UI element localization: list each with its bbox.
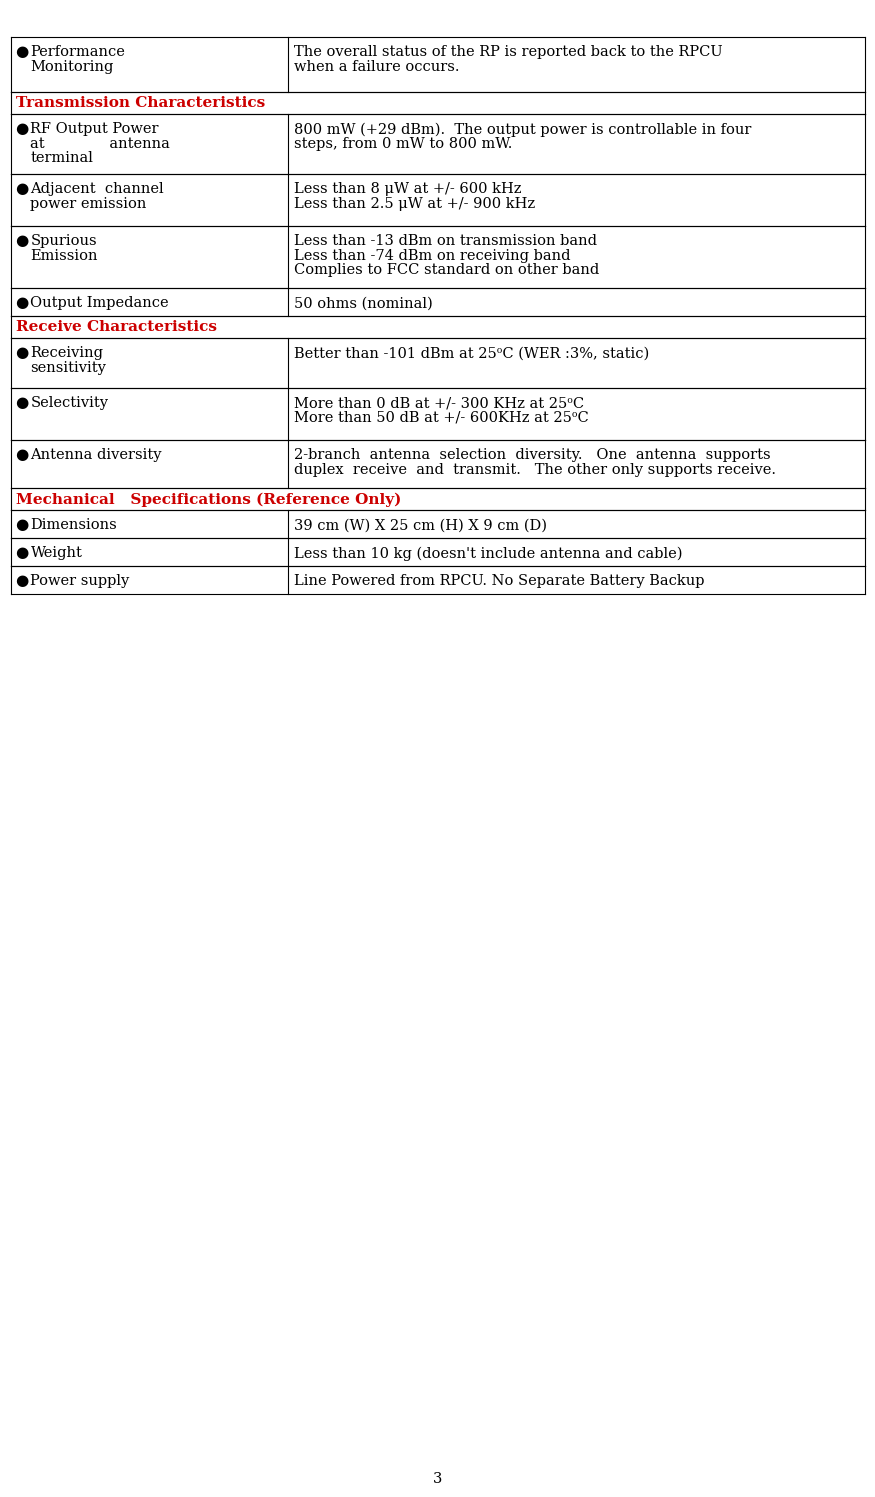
Text: 3: 3 [433,1472,442,1487]
Text: More than 50 dB at +/- 600KHz at 25ᵒC: More than 50 dB at +/- 600KHz at 25ᵒC [294,410,589,425]
Text: ●: ● [16,235,29,249]
Text: The overall status of the RP is reported back to the RPCU: The overall status of the RP is reported… [294,45,723,60]
Text: Transmission Characteristics: Transmission Characteristics [16,96,265,111]
Text: when a failure occurs.: when a failure occurs. [294,60,459,73]
Text: Output Impedance: Output Impedance [31,296,169,310]
Text: ●: ● [16,397,29,410]
Text: Emission: Emission [31,249,98,263]
Text: Less than 8 μW at +/- 600 kHz: Less than 8 μW at +/- 600 kHz [294,183,522,196]
Text: More than 0 dB at +/- 300 KHz at 25ᵒC: More than 0 dB at +/- 300 KHz at 25ᵒC [294,397,584,410]
Text: Selectivity: Selectivity [31,397,108,410]
Text: ●: ● [16,183,29,196]
Text: ●: ● [16,45,29,60]
Text: ●: ● [16,546,29,560]
Text: 2-branch  antenna  selection  diversity.   One  antenna  supports: 2-branch antenna selection diversity. On… [294,449,771,463]
Text: Complies to FCC standard on other band: Complies to FCC standard on other band [294,263,599,277]
Text: ●: ● [16,449,29,463]
Text: ●: ● [16,575,29,588]
Text: steps, from 0 mW to 800 mW.: steps, from 0 mW to 800 mW. [294,136,513,151]
Text: Adjacent  channel: Adjacent channel [31,183,164,196]
Text: 39 cm (W) X 25 cm (H) X 9 cm (D): 39 cm (W) X 25 cm (H) X 9 cm (D) [294,518,547,533]
Text: Spurious: Spurious [31,235,97,249]
Text: RF Output Power: RF Output Power [31,123,159,136]
Text: sensitivity: sensitivity [31,361,107,374]
Text: Receiving: Receiving [31,346,103,361]
Text: Less than -13 dBm on transmission band: Less than -13 dBm on transmission band [294,235,597,249]
Text: 50 ohms (nominal): 50 ohms (nominal) [294,296,433,310]
Text: ●: ● [16,518,29,533]
Text: Monitoring: Monitoring [31,60,114,73]
Text: terminal: terminal [31,151,94,165]
Text: Better than -101 dBm at 25ᵒC (WER :3%, static): Better than -101 dBm at 25ᵒC (WER :3%, s… [294,346,649,361]
Text: Less than 10 kg (doesn't include antenna and cable): Less than 10 kg (doesn't include antenna… [294,546,682,561]
Text: Dimensions: Dimensions [31,518,117,533]
Text: at              antenna: at antenna [31,136,171,151]
Text: Performance: Performance [31,45,125,60]
Text: Antenna diversity: Antenna diversity [31,449,162,463]
Text: Mechanical   Specifications (Reference Only): Mechanical Specifications (Reference Onl… [16,493,401,506]
Text: duplex  receive  and  transmit.   The other only supports receive.: duplex receive and transmit. The other o… [294,463,776,478]
Text: 800 mW (+29 dBm).  The output power is controllable in four: 800 mW (+29 dBm). The output power is co… [294,123,752,136]
Text: ●: ● [16,123,29,136]
Text: power emission: power emission [31,198,147,211]
Text: ●: ● [16,296,29,310]
Text: Line Powered from RPCU. No Separate Battery Backup: Line Powered from RPCU. No Separate Batt… [294,575,704,588]
Text: Power supply: Power supply [31,575,130,588]
Text: Receive Characteristics: Receive Characteristics [16,320,216,334]
Text: Less than 2.5 μW at +/- 900 kHz: Less than 2.5 μW at +/- 900 kHz [294,198,536,211]
Text: ●: ● [16,346,29,361]
Text: Weight: Weight [31,546,82,560]
Text: Less than -74 dBm on receiving band: Less than -74 dBm on receiving band [294,249,570,263]
